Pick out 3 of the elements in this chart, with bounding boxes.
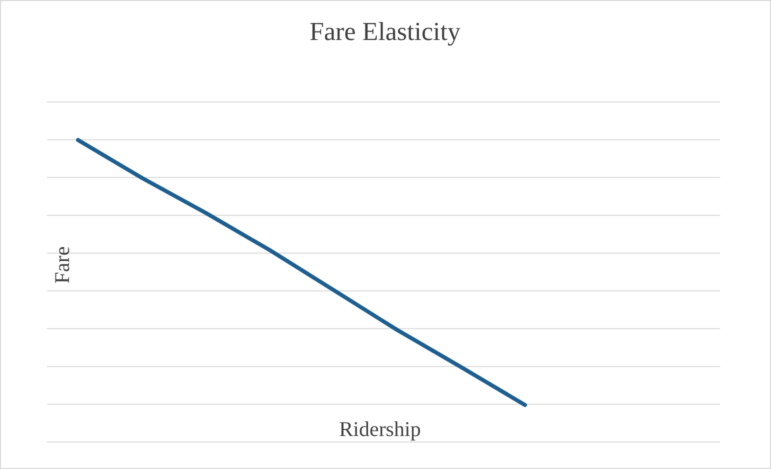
y-axis-title: Fare [50,246,74,284]
x-axis-title: Ridership [339,417,421,441]
chart-title: Fare Elasticity [310,17,460,46]
